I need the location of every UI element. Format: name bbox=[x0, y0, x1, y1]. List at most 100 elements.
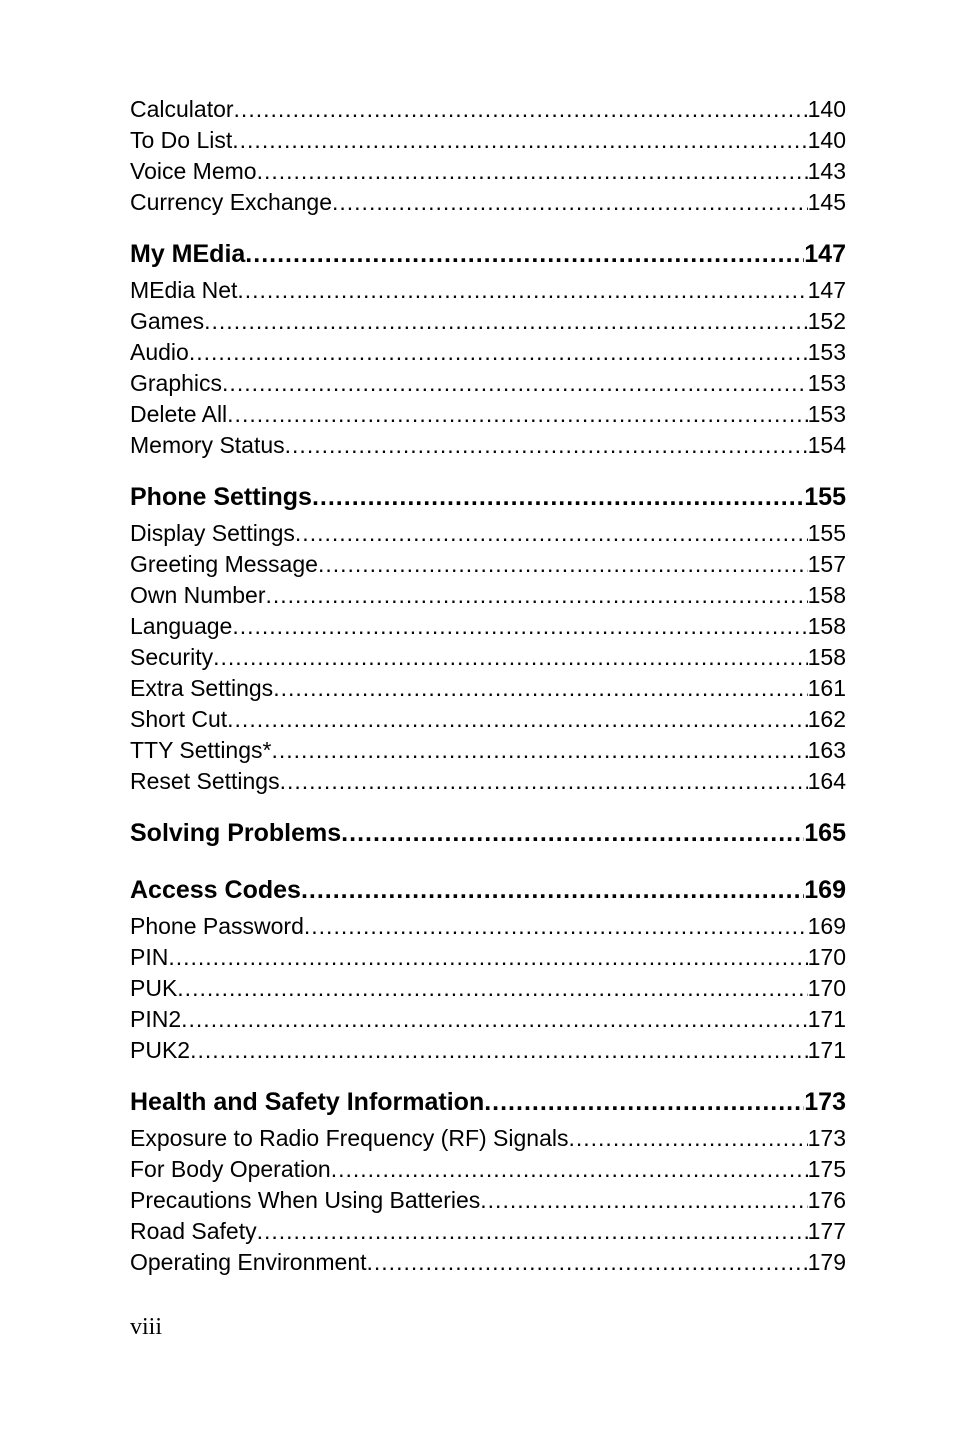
toc-leader-dots: ........................................… bbox=[232, 611, 807, 642]
toc-page-number: 153 bbox=[808, 399, 846, 430]
toc-label: Health and Safety Information bbox=[130, 1088, 484, 1117]
toc-page-number: 157 bbox=[808, 549, 846, 580]
toc-label: TTY Settings* bbox=[130, 735, 271, 766]
toc-page-number: 158 bbox=[808, 580, 846, 611]
toc-item-row: For Body Operation......................… bbox=[130, 1154, 846, 1185]
toc-item-row: Road Safety.............................… bbox=[130, 1216, 846, 1247]
toc-label: Short Cut bbox=[130, 704, 227, 735]
toc-page-number: 175 bbox=[808, 1154, 846, 1185]
toc-label: Memory Status bbox=[130, 430, 285, 461]
toc-page-number: 162 bbox=[808, 704, 846, 735]
toc-label: PIN bbox=[130, 942, 168, 973]
toc-page-number: 145 bbox=[808, 187, 846, 218]
toc-page-number: 153 bbox=[808, 337, 846, 368]
toc-item-row: PUK.....................................… bbox=[130, 973, 846, 1004]
toc-item-row: PUK2....................................… bbox=[130, 1035, 846, 1066]
toc-leader-dots: ........................................… bbox=[341, 819, 804, 848]
toc-label: Security bbox=[130, 642, 213, 673]
toc-page-number: 147 bbox=[804, 240, 846, 269]
toc-item-row: Precautions When Using Batteries........… bbox=[130, 1185, 846, 1216]
toc-page-number: 147 bbox=[808, 275, 846, 306]
toc-label: Audio bbox=[130, 337, 189, 368]
toc-label: Road Safety bbox=[130, 1216, 257, 1247]
toc-label: Phone Password bbox=[130, 911, 304, 942]
toc-label: Display Settings bbox=[130, 518, 295, 549]
toc-leader-dots: ........................................… bbox=[484, 1088, 804, 1117]
toc-page-number: 169 bbox=[804, 876, 846, 905]
toc-leader-dots: ........................................… bbox=[265, 580, 807, 611]
toc-leader-dots: ........................................… bbox=[480, 1185, 807, 1216]
toc-section-row: Phone Settings..........................… bbox=[130, 483, 846, 512]
toc-page-number: 170 bbox=[808, 942, 846, 973]
toc-section-row: Health and Safety Information...........… bbox=[130, 1088, 846, 1117]
toc-item-row: Graphics................................… bbox=[130, 368, 846, 399]
toc-page-number: 163 bbox=[808, 735, 846, 766]
toc-gap bbox=[130, 797, 846, 819]
toc-item-row: Operating Environment...................… bbox=[130, 1247, 846, 1278]
toc-list: Calculator..............................… bbox=[130, 94, 846, 1278]
toc-leader-dots: ........................................… bbox=[177, 973, 807, 1004]
toc-leader-dots: ........................................… bbox=[273, 673, 807, 704]
toc-label: Language bbox=[130, 611, 232, 642]
toc-item-row: PIN2....................................… bbox=[130, 1004, 846, 1035]
toc-label: Phone Settings bbox=[130, 483, 312, 512]
toc-leader-dots: ........................................… bbox=[237, 275, 807, 306]
toc-page-number: 140 bbox=[808, 125, 846, 156]
toc-page-number: 164 bbox=[808, 766, 846, 797]
toc-page-number: 152 bbox=[808, 306, 846, 337]
toc-label: Games bbox=[130, 306, 204, 337]
toc-page-number: 169 bbox=[808, 911, 846, 942]
toc-section-row: Access Codes............................… bbox=[130, 876, 846, 905]
toc-item-row: Short Cut...............................… bbox=[130, 704, 846, 735]
toc-item-row: Delete All..............................… bbox=[130, 399, 846, 430]
toc-leader-dots: ........................................… bbox=[285, 430, 808, 461]
toc-gap bbox=[130, 461, 846, 483]
toc-item-row: Calculator..............................… bbox=[130, 94, 846, 125]
toc-page-number: 140 bbox=[808, 94, 846, 125]
toc-label: Extra Settings bbox=[130, 673, 273, 704]
toc-page-number: 158 bbox=[808, 642, 846, 673]
toc-leader-dots: ........................................… bbox=[367, 1247, 808, 1278]
toc-page-number: 153 bbox=[808, 368, 846, 399]
toc-leader-dots: ........................................… bbox=[234, 94, 808, 125]
toc-item-row: Reset Settings..........................… bbox=[130, 766, 846, 797]
toc-label: Currency Exchange bbox=[130, 187, 332, 218]
toc-item-row: Greeting Message........................… bbox=[130, 549, 846, 580]
toc-gap bbox=[130, 854, 846, 876]
toc-item-row: Security................................… bbox=[130, 642, 846, 673]
toc-item-row: Display Settings........................… bbox=[130, 518, 846, 549]
toc-label: Calculator bbox=[130, 94, 234, 125]
toc-label: Exposure to Radio Frequency (RF) Signals bbox=[130, 1123, 568, 1154]
toc-leader-dots: ........................................… bbox=[227, 399, 807, 430]
toc-leader-dots: ........................................… bbox=[213, 642, 808, 673]
toc-leader-dots: ........................................… bbox=[168, 942, 807, 973]
toc-leader-dots: ........................................… bbox=[245, 240, 804, 269]
toc-leader-dots: ........................................… bbox=[204, 306, 807, 337]
toc-label: To Do List bbox=[130, 125, 232, 156]
toc-section-row: My MEdia................................… bbox=[130, 240, 846, 269]
toc-gap bbox=[130, 1066, 846, 1088]
toc-label: My MEdia bbox=[130, 240, 245, 269]
toc-item-row: PIN.....................................… bbox=[130, 942, 846, 973]
toc-item-row: Exposure to Radio Frequency (RF) Signals… bbox=[130, 1123, 846, 1154]
toc-label: Voice Memo bbox=[130, 156, 257, 187]
toc-item-row: TTY Settings*...........................… bbox=[130, 735, 846, 766]
toc-leader-dots: ........................................… bbox=[232, 125, 807, 156]
toc-leader-dots: ........................................… bbox=[312, 483, 804, 512]
toc-label: Access Codes bbox=[130, 876, 301, 905]
toc-label: PUK bbox=[130, 973, 177, 1004]
toc-leader-dots: ........................................… bbox=[331, 1154, 808, 1185]
toc-label: PUK2 bbox=[130, 1035, 190, 1066]
toc-page-number: 161 bbox=[808, 673, 846, 704]
toc-label: PIN2 bbox=[130, 1004, 181, 1035]
toc-page-number: 171 bbox=[808, 1004, 846, 1035]
toc-page-number: 165 bbox=[804, 819, 846, 848]
toc-leader-dots: ........................................… bbox=[271, 735, 807, 766]
toc-label: Own Number bbox=[130, 580, 265, 611]
toc-leader-dots: ........................................… bbox=[280, 766, 808, 797]
toc-page-number: 177 bbox=[808, 1216, 846, 1247]
toc-page-number: 155 bbox=[804, 483, 846, 512]
toc-label: Solving Problems bbox=[130, 819, 341, 848]
toc-leader-dots: ........................................… bbox=[181, 1004, 807, 1035]
toc-leader-dots: ........................................… bbox=[189, 337, 808, 368]
